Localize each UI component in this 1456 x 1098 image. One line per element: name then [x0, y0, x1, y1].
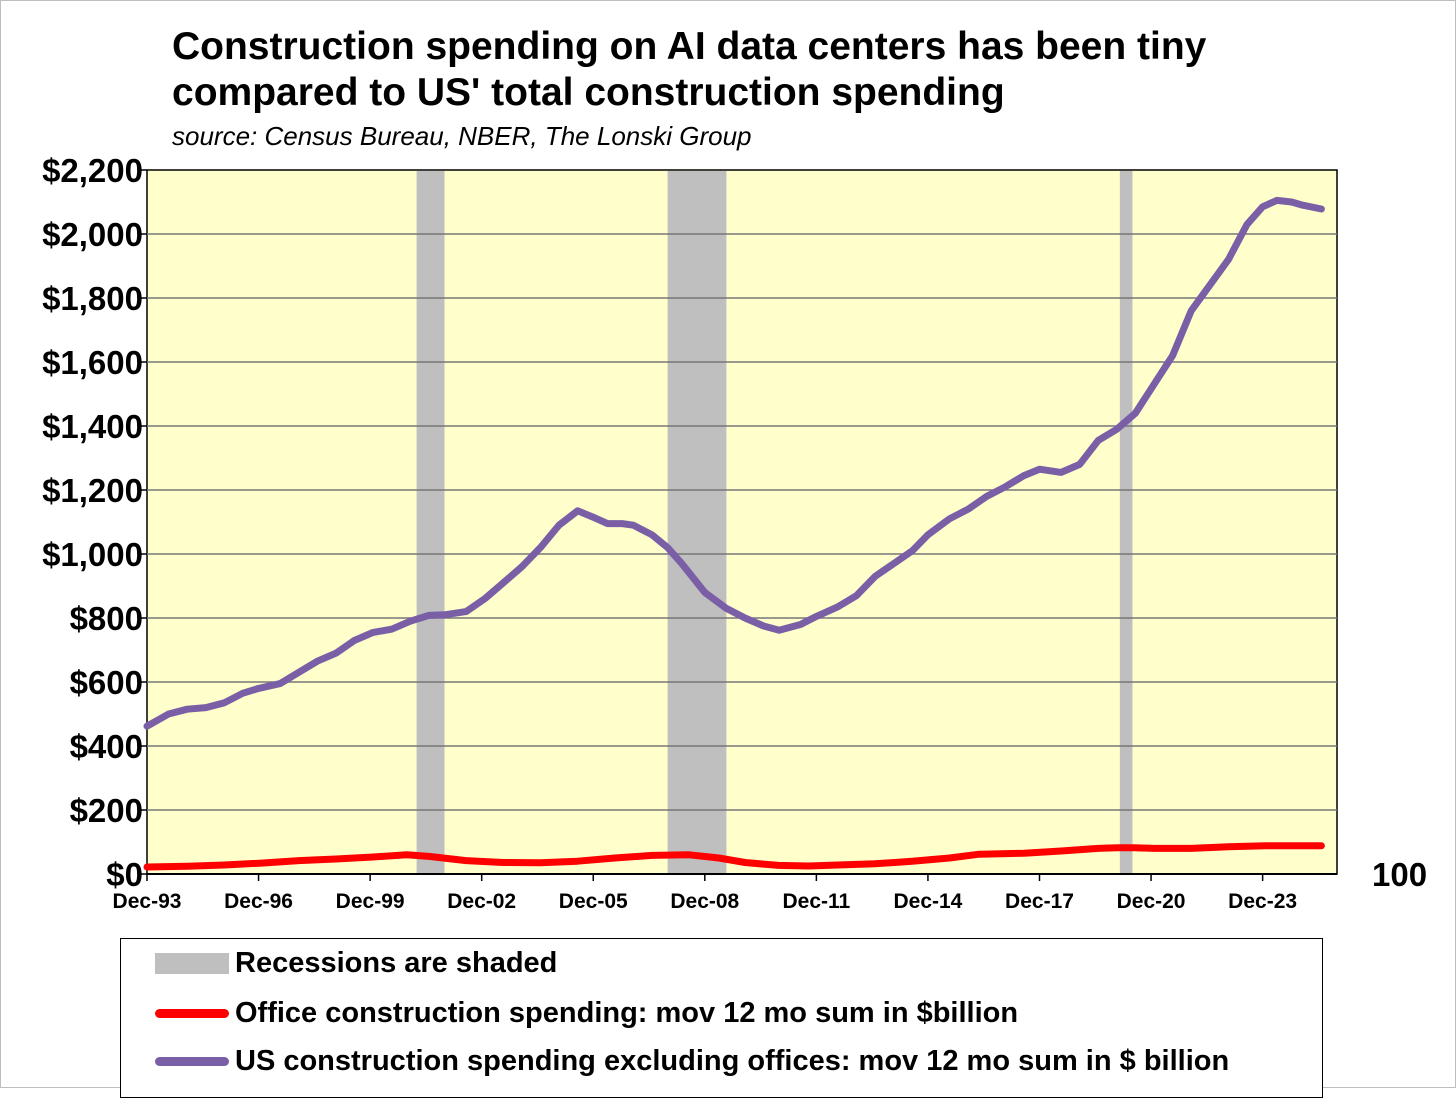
x-tick-label-3: Dec-02: [447, 890, 516, 913]
y-tick-label-3: $600: [70, 664, 143, 701]
y-tick-label-4: $800: [70, 600, 143, 637]
y-tick-label-5: $1,000: [42, 536, 143, 573]
y-tick-label-6: $1,200: [42, 472, 143, 509]
recession-band-1: [416, 171, 445, 874]
x-tick-label-5: Dec-08: [670, 890, 739, 913]
y-tick-label-0: $0: [106, 856, 143, 893]
y-tick-label-10: $2,000: [42, 216, 143, 253]
legend-swatch-us: [155, 1057, 229, 1066]
right-axis-label: 100: [1372, 856, 1427, 893]
legend-label-us: US construction spending excluding offic…: [235, 1045, 1230, 1077]
x-tick-label-4: Dec-05: [559, 890, 628, 913]
x-tick-label-8: Dec-17: [1005, 890, 1074, 913]
recession-bands: [416, 171, 1133, 874]
series-lines: [143, 196, 1325, 871]
y-tick-label-1: $200: [70, 792, 143, 829]
y-tick-label-7: $1,400: [42, 408, 143, 445]
y-axis-ticks: $0 $200 $400 $600 $800 $1,000 $1,200 $1,400 $1,6…: [42, 152, 147, 893]
legend-label-office: Office construction spending: mov 12 mo …: [235, 997, 1019, 1029]
series-us-construction-line: [143, 196, 1325, 730]
legend-item-us: US construction spending excluding offic…: [155, 1045, 1229, 1078]
legend-item-recessions: Recessions are shaded: [155, 947, 557, 980]
y-tick-label-9: $1,800: [42, 280, 143, 317]
legend: Recessions are shaded Office constructio…: [120, 938, 1323, 1098]
x-tick-label-1: Dec-96: [224, 890, 293, 913]
legend-item-office: Office construction spending: mov 12 mo …: [155, 997, 1018, 1030]
legend-swatch-office: [155, 1009, 229, 1018]
legend-label-recessions: Recessions are shaded: [235, 947, 558, 979]
y-tick-label-2: $400: [70, 728, 143, 765]
plot-area: [146, 169, 1338, 875]
x-tick-label-2: Dec-99: [336, 890, 405, 913]
chart-subtitle: source: Census Bureau, NBER, The Lonski …: [172, 121, 752, 151]
chart-svg: $0 $200 $400 $600 $800 $1,000 $1,200 $1,400 $1,6…: [42, 152, 1427, 913]
x-tick-label-0: Dec-93: [113, 890, 182, 913]
recession-band-3: [1119, 171, 1133, 874]
legend-swatch-recession: [155, 953, 229, 974]
x-tick-label-6: Dec-11: [783, 890, 851, 913]
x-tick-label-7: Dec-14: [893, 890, 962, 913]
series-office-construction-line: [143, 842, 1325, 871]
y-tick-label-8: $1,600: [42, 344, 143, 381]
x-tick-label-9: Dec-20: [1117, 890, 1186, 913]
x-tick-label-10: Dec-23: [1228, 890, 1297, 913]
x-axis-ticks: Dec-93 Dec-96 Dec-99 Dec-02 Dec-05 Dec-08 Dec-…: [113, 874, 1297, 913]
recession-band-2: [667, 171, 727, 874]
y-tick-label-11: $2,200: [42, 152, 143, 189]
chart-title: Construction spending on AI data centers…: [172, 25, 1207, 114]
